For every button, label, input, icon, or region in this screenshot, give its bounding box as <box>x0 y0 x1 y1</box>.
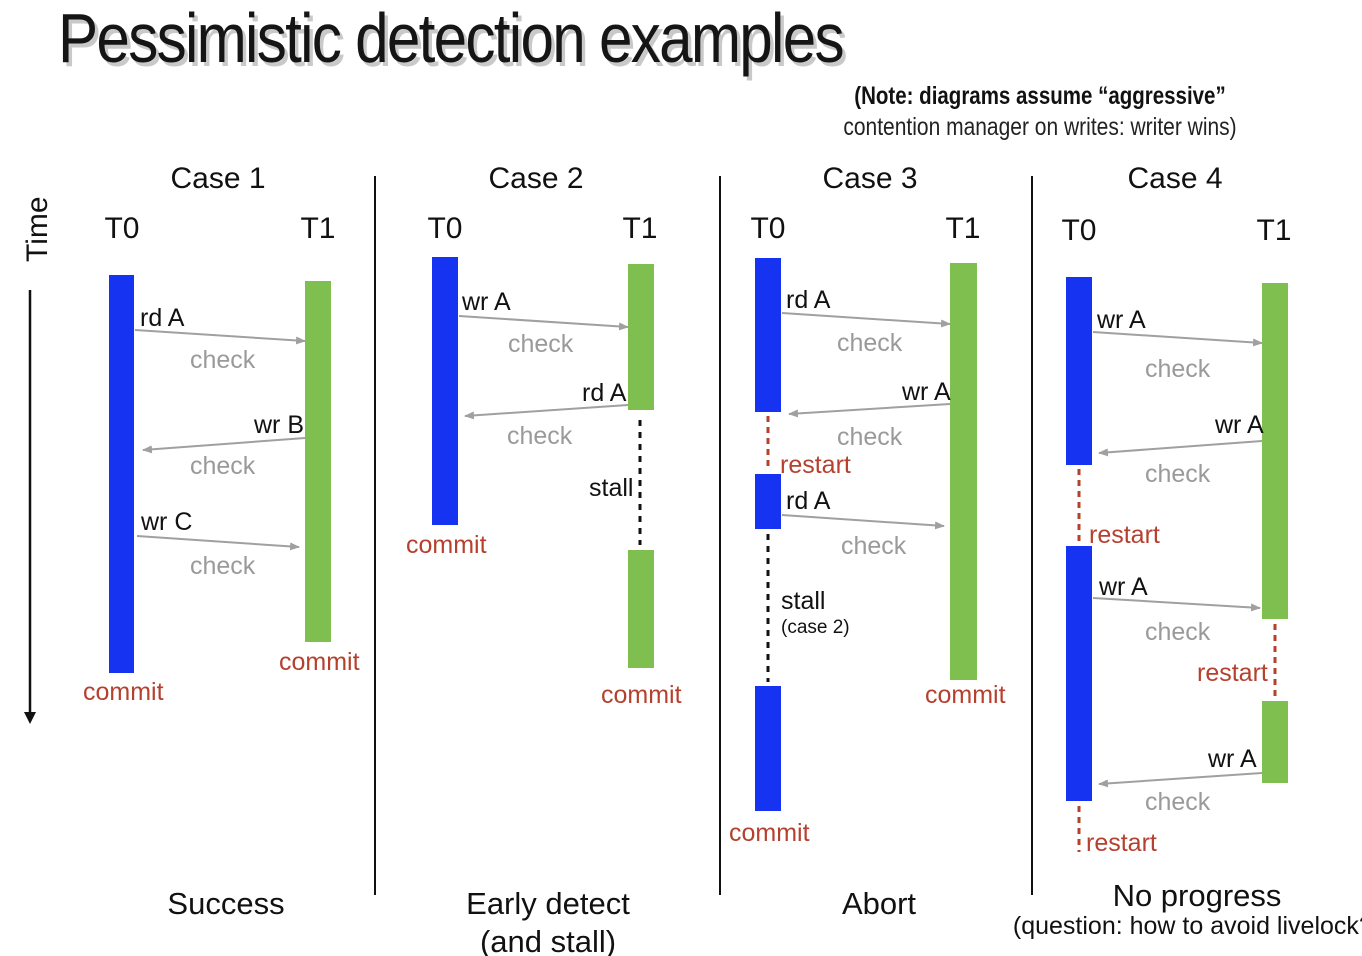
case-1-arrow-3 <box>136 535 300 551</box>
case-4-arrow-1 <box>1092 331 1263 347</box>
case-1-t1-label: T1 <box>300 212 335 245</box>
case-2-label-wrA: wr A <box>461 288 511 316</box>
case-4-t0-bar-2 <box>1066 546 1092 801</box>
case-3-commit-t1: commit <box>925 681 1006 709</box>
case-3-t0-bar-2 <box>755 474 781 529</box>
case-1-label-rdA: rd A <box>140 304 185 332</box>
case-2-commit-t0: commit <box>406 531 487 559</box>
case-1-header: Case 1 <box>170 162 265 195</box>
case-4-check-4: check <box>1145 788 1211 816</box>
case-3-check-1: check <box>837 329 903 357</box>
case-3-restart: restart <box>780 451 851 479</box>
case-4-t1-bar-1 <box>1262 283 1288 619</box>
case-4-t1-label: T1 <box>1256 214 1291 247</box>
case-2-t0-bar <box>432 257 458 525</box>
case-3-t0-bar-1 <box>755 258 781 412</box>
case-4: Case 4 T0 T1 wr A check wr A check resta… <box>1013 162 1362 940</box>
case-2-t1-bar-2 <box>628 550 654 668</box>
case-4-arrow-3 <box>1092 597 1261 612</box>
case-4-check-3: check <box>1145 618 1211 646</box>
case-1-caption: Success <box>167 886 284 921</box>
case-4-label-wrA-2: wr A <box>1214 411 1264 439</box>
case-1-check-3: check <box>190 552 256 580</box>
case-2-check-2: check <box>507 422 573 450</box>
case-3: Case 3 T0 T1 rd A check wr A check resta… <box>729 162 1006 921</box>
case-2-arrow-1 <box>458 315 629 331</box>
case-3-caption: Abort <box>842 886 916 921</box>
case-1-check-2: check <box>190 452 256 480</box>
case-3-t0-label: T0 <box>750 212 785 245</box>
time-label: Time <box>21 196 54 262</box>
case-4-restart-3: restart <box>1086 829 1157 857</box>
case-1: Case 1 T0 T1 rd A check wr B check wr C … <box>83 162 360 921</box>
case-1-label-wrC: wr C <box>140 508 192 536</box>
case-1-arrow-2 <box>142 437 306 454</box>
case-3-arrow-2 <box>788 403 951 418</box>
case-3-check-3: check <box>841 532 907 560</box>
case-1-t1-bar <box>305 281 331 642</box>
case-3-t0-bar-3 <box>755 686 781 811</box>
note-normal: contention manager on writes: writer win… <box>843 113 1237 141</box>
case-3-header: Case 3 <box>822 162 917 195</box>
time-arrow-head <box>24 712 36 724</box>
case-3-label-wrA: wr A <box>901 378 951 406</box>
note-box: (Note: diagrams assume “aggressive” cont… <box>790 82 1290 142</box>
case-4-label-wrA-1: wr A <box>1096 306 1146 334</box>
slide-title: Pessimistic detection examples <box>58 0 845 77</box>
case-1-check-1: check <box>190 346 256 374</box>
case-3-commit-t0: commit <box>729 819 810 847</box>
case-4-restart-2: restart <box>1197 659 1268 687</box>
case-3-t1-bar <box>950 263 977 680</box>
case-3-t1-label: T1 <box>945 212 980 245</box>
case-2-caption-line1: Early detect <box>466 886 630 921</box>
case-2-t1-label: T1 <box>622 212 657 245</box>
case-3-label-rdA-1: rd A <box>786 286 831 314</box>
case-1-t0-label: T0 <box>104 212 139 245</box>
case-3-label-rdA-2: rd A <box>786 487 831 515</box>
case-3-stall: stall <box>781 587 825 615</box>
case-1-label-wrB: wr B <box>253 411 304 439</box>
case-2-commit-t1: commit <box>601 681 682 709</box>
case-1-commit-t1: commit <box>279 648 360 676</box>
note-bold: (Note: diagrams assume “aggressive” <box>854 82 1226 110</box>
case-3-check-2: check <box>837 423 903 451</box>
case-2-arrow-2 <box>464 404 629 420</box>
case-1-arrow-1 <box>134 329 306 345</box>
case-3-arrow-1 <box>781 312 951 328</box>
case-4-restart-1: restart <box>1089 521 1160 549</box>
case-2-t0-label: T0 <box>427 212 462 245</box>
case-4-caption-line2: (question: how to avoid livelock?) <box>1013 912 1362 940</box>
case-4-t0-bar-1 <box>1066 277 1092 465</box>
case-2-t1-bar-1 <box>628 264 654 410</box>
case-1-t0-bar <box>109 275 134 673</box>
case-4-label-wrA-4: wr A <box>1207 745 1257 773</box>
case-2: Case 2 T0 T1 wr A check rd A check stall… <box>406 162 682 956</box>
case-2-label-rdA: rd A <box>582 379 627 407</box>
case-4-arrow-4 <box>1098 772 1263 788</box>
case-1-commit-t0: commit <box>83 678 164 706</box>
case-4-caption-line1: No progress <box>1113 878 1282 913</box>
case-2-stall: stall <box>589 474 633 502</box>
case-2-caption-line2: (and stall) <box>480 924 616 956</box>
case-4-header: Case 4 <box>1127 162 1222 195</box>
case-4-check-2: check <box>1145 460 1211 488</box>
case-3-arrow-3 <box>781 514 945 530</box>
case-3-stall-note: (case 2) <box>781 617 850 638</box>
case-4-label-wrA-3: wr A <box>1098 573 1148 601</box>
case-4-arrow-2 <box>1098 440 1263 457</box>
case-2-check-1: check <box>508 330 574 358</box>
case-2-header: Case 2 <box>488 162 583 195</box>
case-4-t0-label: T0 <box>1061 214 1096 247</box>
case-4-t1-bar-2 <box>1262 701 1288 783</box>
case-4-check-1: check <box>1145 355 1211 383</box>
